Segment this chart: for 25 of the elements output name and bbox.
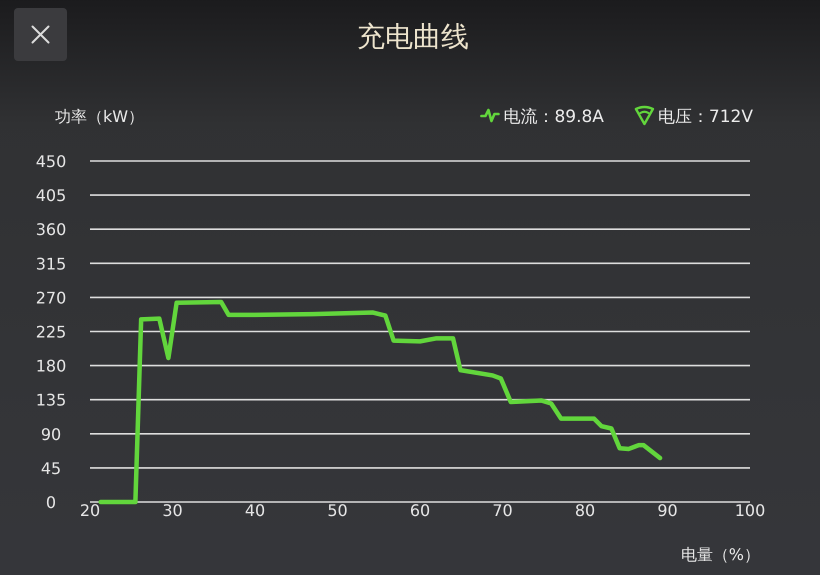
ytick: 360 <box>36 220 66 240</box>
ytick: 180 <box>36 356 66 376</box>
ytick: 450 <box>36 152 66 171</box>
xtick: 60 <box>410 501 430 520</box>
ytick: 270 <box>36 288 66 308</box>
xtick: 100 <box>734 501 766 520</box>
xtick: 20 <box>80 501 100 520</box>
xtick: 30 <box>162 501 183 520</box>
annotation: 电压：712V <box>658 107 753 127</box>
annotation: 电流：89.8A <box>503 107 604 127</box>
ytick: 225 <box>36 322 66 342</box>
ytick: 405 <box>36 186 66 206</box>
ytick: 0 <box>46 493 56 512</box>
title: 充电曲线 <box>357 20 469 53</box>
xlabel: 电量（%） <box>680 545 760 564</box>
xtick: 80 <box>574 501 596 520</box>
ylabel: 功率（kW） <box>55 107 144 126</box>
ytick: 135 <box>36 390 66 410</box>
ytick: 315 <box>36 254 66 274</box>
ytick: 45 <box>40 458 62 478</box>
xtick: 40 <box>244 501 266 520</box>
xtick: 50 <box>327 501 348 520</box>
xtick: 90 <box>657 501 678 520</box>
xtick: 70 <box>492 501 513 520</box>
ytick: 90 <box>40 424 62 444</box>
